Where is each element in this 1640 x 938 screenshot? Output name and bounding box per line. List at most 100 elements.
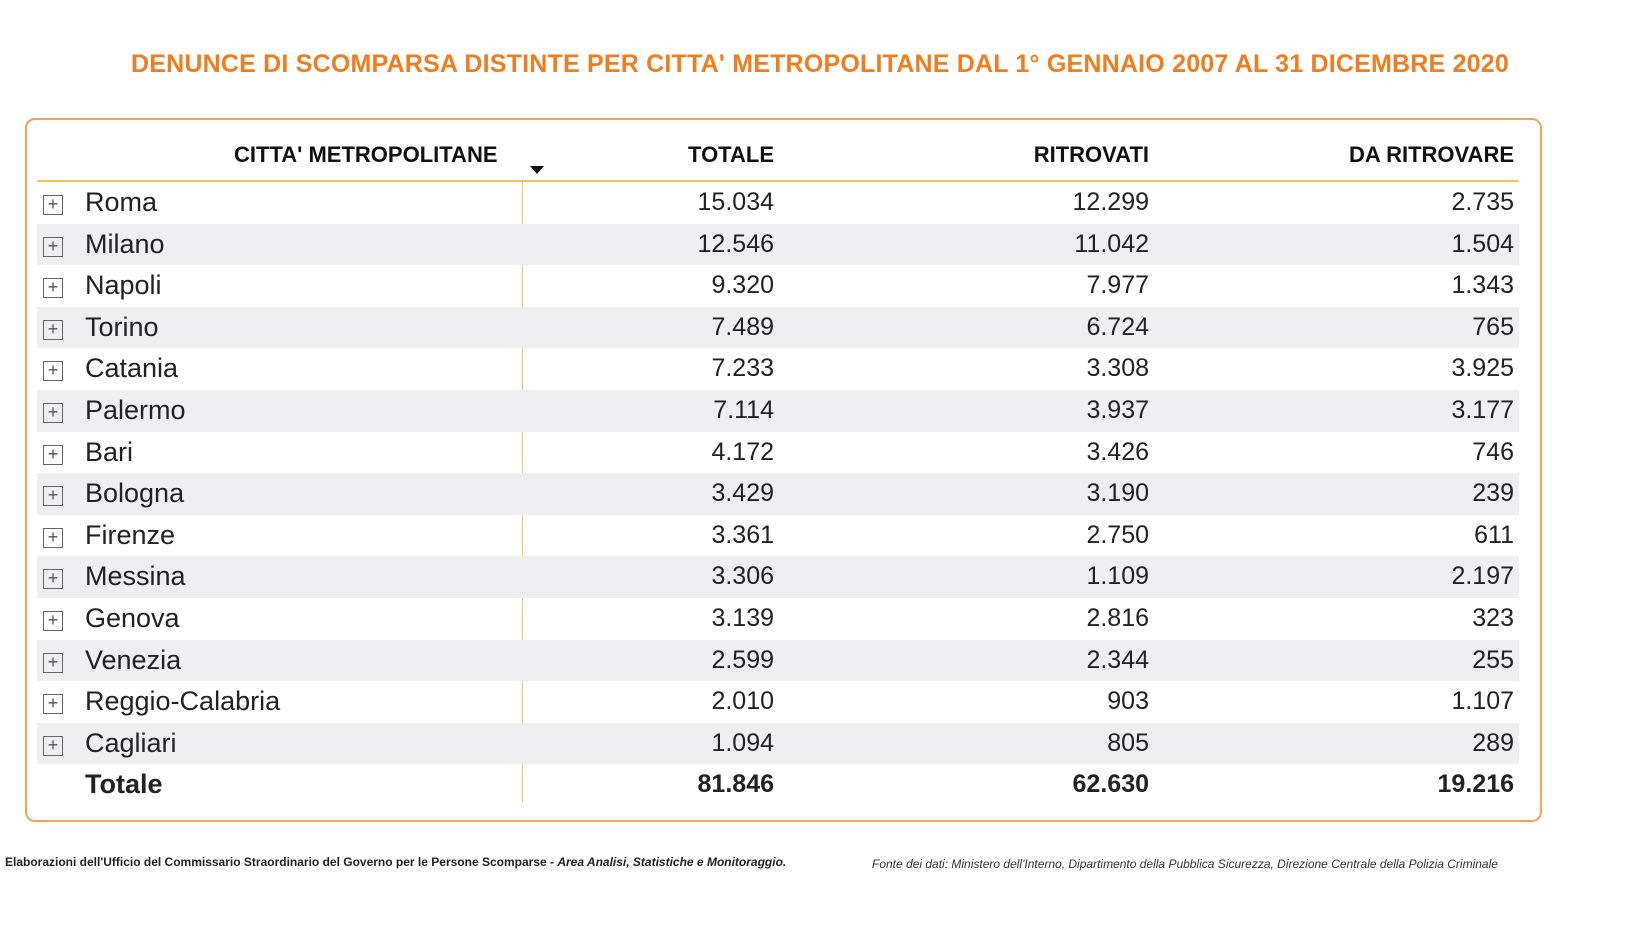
table-row: + Reggio-Calabria 2.010 903 1.107 [37,681,1519,723]
expand-icon[interactable]: + [43,195,63,215]
total-row: Totale 81.846 62.630 19.216 [37,764,1519,806]
ritrovati-cell: 3.190 [1086,479,1149,508]
city-name: Cagliari [85,727,177,758]
table-body: + Roma 15.034 12.299 2.735 + Milano 12.54… [37,182,1519,806]
totale-cell: 7.489 [711,312,774,341]
data-table: CITTA' METROPOLITANE TOTALE RITROVATI DA… [25,118,1542,822]
total-label: Totale [85,769,163,800]
column-header-totale[interactable]: TOTALE [688,142,774,167]
table-row: + Roma 15.034 12.299 2.735 [37,182,1519,224]
table-row: + Firenze 3.361 2.750 611 [37,515,1519,557]
da-ritrovare-cell: 255 [1472,645,1514,674]
expand-icon[interactable]: + [43,610,63,631]
total-ritrovati: 62.630 [1072,770,1149,799]
city-name: Bari [85,436,134,467]
totale-cell: 2.010 [711,687,774,716]
city-name: Milano [85,228,165,259]
table-row: + Torino 7.489 6.724 765 [37,306,1519,349]
totale-cell: 7.114 [713,395,774,424]
expand-icon[interactable]: + [43,361,63,382]
da-ritrovare-cell: 765 [1472,312,1514,341]
ritrovati-cell: 805 [1107,728,1149,757]
city-name: Palermo [85,394,186,425]
table-row: + Napoli 9.320 7.977 1.343 [37,265,1519,307]
da-ritrovare-cell: 3.925 [1451,354,1514,383]
city-name: Messina [85,561,186,592]
da-ritrovare-cell: 2.197 [1451,562,1514,591]
ritrovati-cell: 3.426 [1086,437,1149,466]
totale-cell: 9.320 [711,271,774,300]
da-ritrovare-cell: 2.735 [1451,188,1514,216]
footer-credit-area: Area Analisi, Statistiche e Monitoraggio… [557,855,787,869]
city-name: Catania [85,353,179,384]
da-ritrovare-cell: 1.107 [1451,687,1514,716]
expand-icon[interactable]: + [43,319,63,340]
ritrovati-cell: 11.042 [1074,229,1149,258]
page-title: DENUNCE DI SCOMPARSA DISTINTE PER CITTA'… [130,50,1509,78]
da-ritrovare-cell: 3.177 [1451,395,1514,424]
table-row: + Cagliari 1.094 805 289 [37,722,1519,765]
totale-cell: 1.094 [711,728,774,757]
ritrovati-cell: 7.977 [1086,271,1149,300]
table-row: + Genova 3.139 2.816 323 [37,598,1519,640]
da-ritrovare-cell: 611 [1474,520,1514,549]
totale-cell: 7.233 [711,354,774,383]
table-row: + Bari 4.172 3.426 746 [37,432,1519,474]
ritrovati-cell: 3.308 [1086,354,1149,383]
da-ritrovare-cell: 239 [1472,479,1514,508]
da-ritrovare-cell: 323 [1472,603,1514,632]
table-row: + Venezia 2.599 2.344 255 [37,639,1519,682]
expand-icon[interactable]: + [43,278,63,299]
ritrovati-cell: 1.109 [1086,562,1149,591]
column-header-da-ritrovare[interactable]: DA RITROVARE [1349,142,1514,167]
totale-cell: 2.599 [711,645,774,674]
totale-cell: 3.361 [711,520,774,549]
table-row: + Bologna 3.429 3.190 239 [37,473,1519,515]
expand-icon[interactable]: + [43,735,63,756]
totale-cell: 3.139 [711,603,774,632]
city-name: Bologna [85,478,185,509]
totale-cell: 3.429 [711,479,774,508]
sort-desc-icon[interactable] [530,166,544,174]
city-name: Venezia [85,644,182,675]
expand-icon[interactable]: + [43,402,63,423]
expand-icon[interactable]: + [43,527,63,548]
table-row: + Milano 12.546 11.042 1.504 [37,223,1519,266]
city-name: Torino [85,311,159,342]
totale-cell: 15.034 [697,188,774,216]
column-header-ritrovati[interactable]: RITROVATI [1033,142,1149,167]
expand-icon[interactable]: + [43,694,63,715]
table-row: + Catania 7.233 3.308 3.925 [37,348,1519,390]
footer-source: Fonte dei dati: Ministero dell'Interno, … [872,857,1498,871]
ritrovati-cell: 2.344 [1086,645,1149,674]
ritrovati-cell: 2.816 [1086,603,1149,632]
ritrovati-cell: 3.937 [1086,395,1149,424]
ritrovati-cell: 903 [1107,687,1149,716]
footer-credit-text: Elaborazioni dell'Ufficio del Commissari… [5,855,558,869]
da-ritrovare-cell: 746 [1472,437,1514,466]
total-da-ritrovare: 19.216 [1437,770,1514,799]
totale-cell: 4.172 [711,437,774,466]
totale-cell: 12.546 [697,229,774,258]
city-name: Roma [85,187,158,217]
city-name: Napoli [85,270,162,301]
expand-icon[interactable]: + [43,569,63,590]
column-header-city[interactable]: CITTA' METROPOLITANE [234,142,498,167]
da-ritrovare-cell: 1.343 [1451,271,1514,300]
header-divider [37,180,1519,182]
city-name: Reggio-Calabria [85,686,281,717]
expand-icon[interactable]: + [43,444,63,465]
city-name: Genova [85,602,180,633]
totale-cell: 3.306 [711,562,774,591]
da-ritrovare-cell: 289 [1472,728,1514,757]
city-name: Firenze [85,519,176,550]
table-row: + Palermo 7.114 3.937 3.177 [37,389,1519,432]
expand-icon[interactable]: + [43,486,63,507]
ritrovati-cell: 6.724 [1086,312,1149,341]
footer-credit: Elaborazioni dell'Ufficio del Commissari… [5,855,786,869]
ritrovati-cell: 12.299 [1072,188,1149,216]
expand-icon[interactable]: + [43,652,63,673]
total-totale: 81.846 [697,770,774,799]
ritrovati-cell: 2.750 [1086,520,1149,549]
expand-icon[interactable]: + [43,236,63,257]
